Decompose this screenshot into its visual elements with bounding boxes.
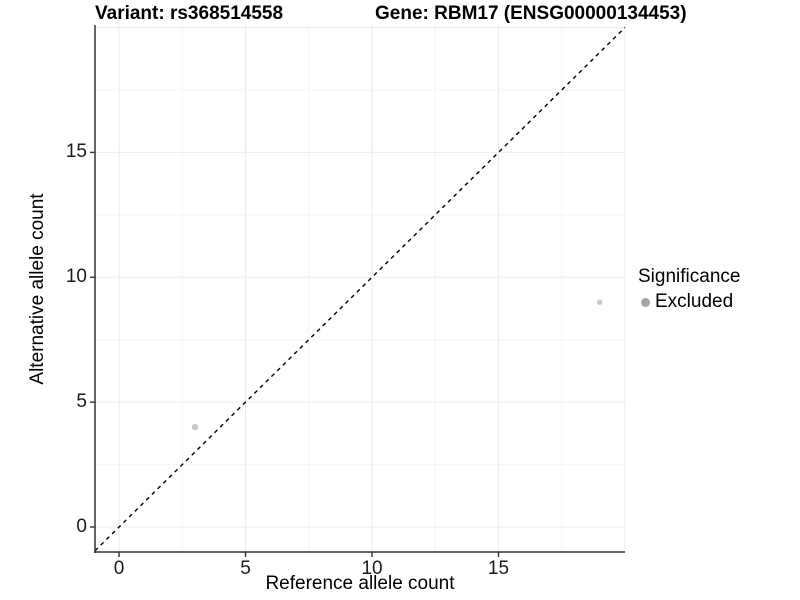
x-tick-label: 15 [487,558,510,579]
excluded-point-icon [641,297,650,307]
y-tick-label: 0 [76,516,87,538]
x-tick-label: 5 [240,558,251,579]
x-axis-title: Reference allele count [265,573,455,594]
variant-title: Variant: rs368514558 [95,3,284,24]
identity-dashed-line [94,26,626,552]
legend-entry-excluded: Excluded [638,291,740,313]
legend-title: Significance [638,266,741,287]
legend: Significance Excluded [638,266,740,313]
x-tick-label: 0 [113,558,125,579]
y-tick-label: 5 [76,391,87,413]
y-axis-title: Alternative allele count [27,193,48,385]
data-point [597,299,603,305]
legend-entry-label: Excluded [655,291,734,312]
gene-title: Gene: RBM17 (ENSG00000134453) [375,3,687,24]
x-tick-label: 10 [361,558,383,579]
data-point [191,423,199,431]
y-tick-label: 15 [65,141,87,163]
y-tick-label: 10 [65,266,87,288]
